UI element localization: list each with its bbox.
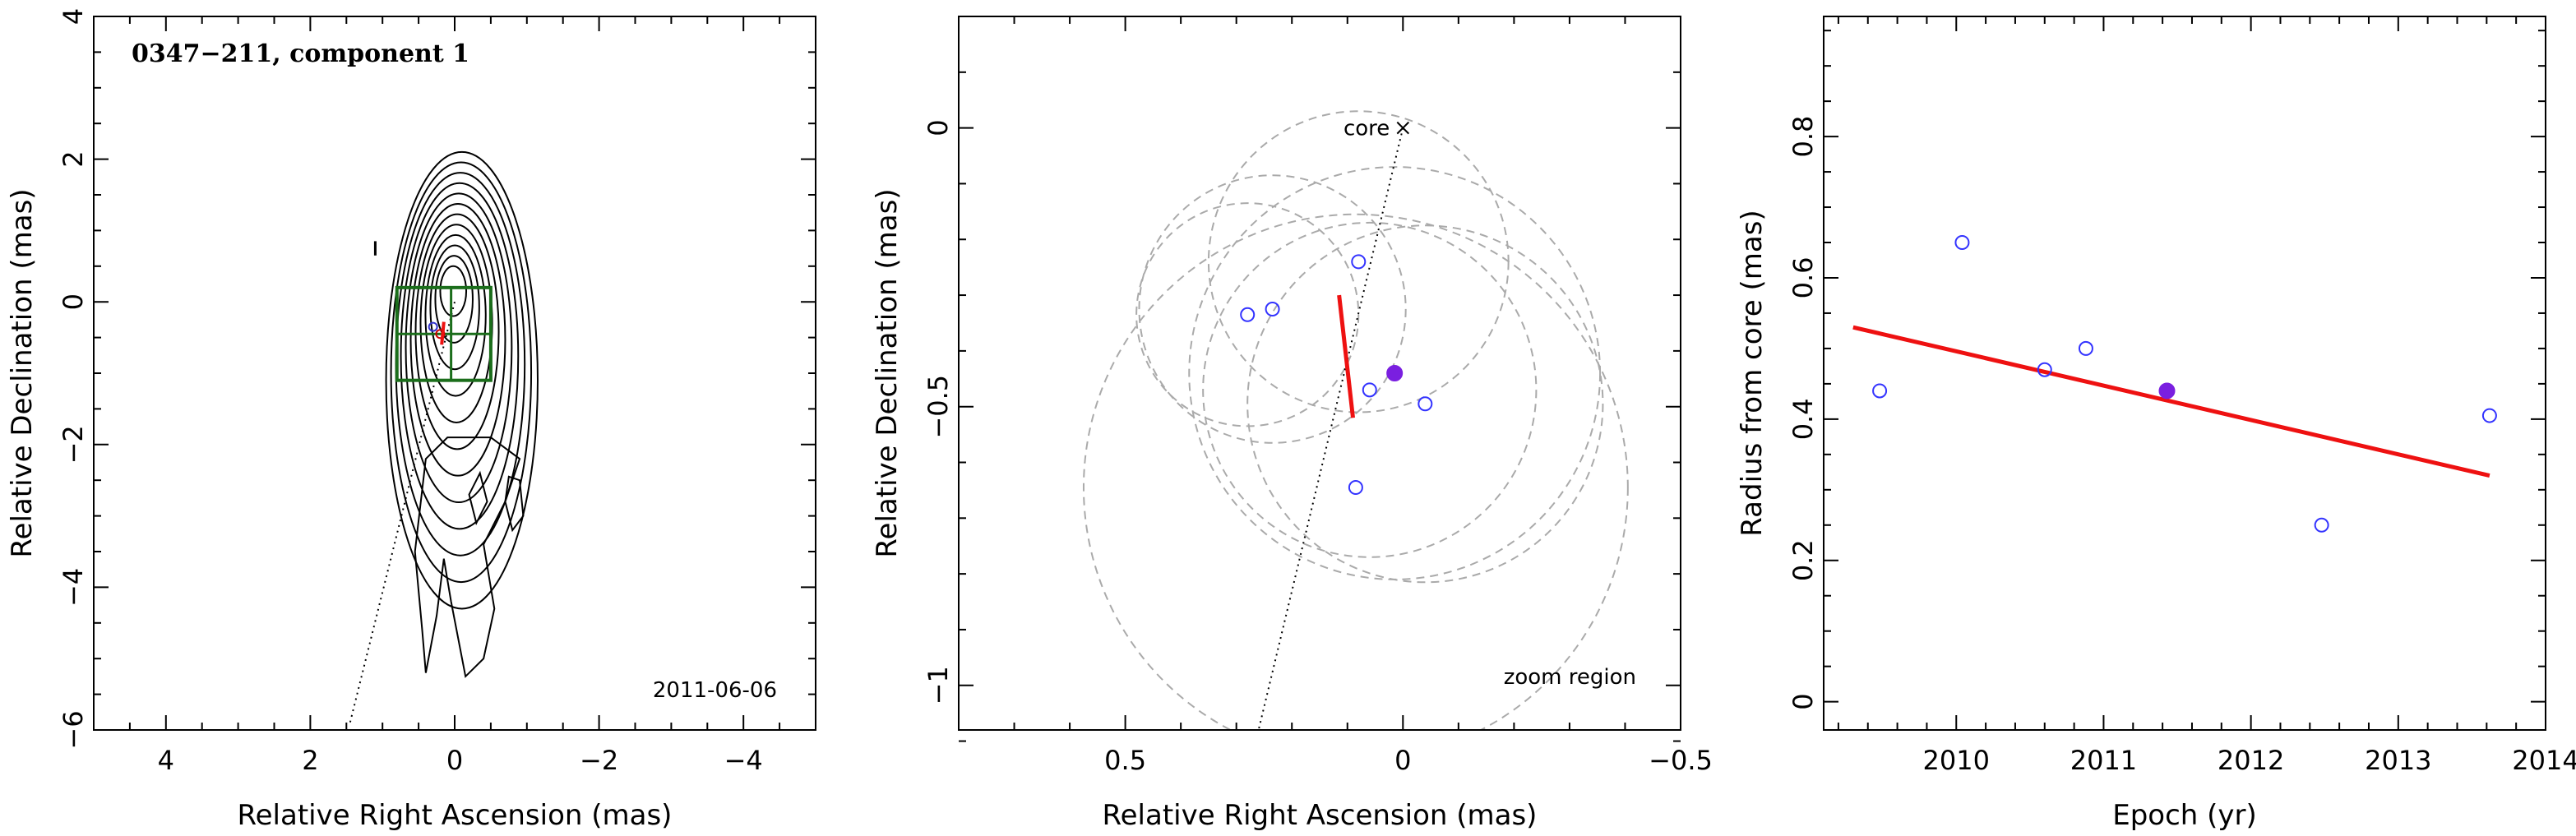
- position-point: [1362, 382, 1377, 398]
- uncertainty-circle: [1135, 202, 1360, 427]
- contour: [390, 161, 533, 584]
- x-axis-title: Relative Right Ascension (mas): [238, 799, 673, 832]
- y-tick-label: −0.5: [923, 375, 954, 439]
- velocity-vector: [1337, 294, 1356, 418]
- uncertainty-circle: [1246, 224, 1604, 584]
- x-tick-label: 4: [158, 745, 174, 776]
- x-tick-label: 2011: [2070, 745, 2137, 776]
- x-axis-title: Relative Right Ascension (mas): [1103, 799, 1538, 832]
- y-tick-label: 0: [1787, 693, 1819, 709]
- y-tick-label: 0.8: [1787, 116, 1819, 158]
- epoch-date: 2011-06-06: [653, 678, 777, 703]
- panel-radius: 2010 2011 2012 2013 2014 0 0.2 0.4 0.6 0.8 Epoch …: [1736, 16, 2576, 832]
- position-point: [1351, 254, 1367, 270]
- uncertainty-circle: [1138, 174, 1407, 444]
- y-tick-label: 0.6: [1787, 257, 1819, 299]
- x-tick-label: 2012: [2218, 745, 2284, 776]
- x-tick-label: 0: [1394, 745, 1411, 776]
- zoom-region-label: zoom region: [1504, 665, 1636, 690]
- contour: [439, 265, 468, 317]
- velocity-vector: [440, 321, 446, 345]
- radius-point: [1954, 235, 1970, 251]
- contour-set: [385, 150, 539, 678]
- fit-line: [1852, 325, 2490, 478]
- panel-map: 4 2 0 −2 −4 −6 −4 −2 0 2 4 0347−211, component 1 2…: [6, 8, 816, 832]
- x-tick-label: 2010: [1923, 745, 1990, 776]
- contour: [385, 150, 539, 610]
- y-tick-label: 0: [58, 293, 89, 310]
- radius-point: [2037, 362, 2052, 377]
- contour: [414, 213, 500, 450]
- radius-point: [1872, 383, 1888, 399]
- x-axis-title: Epoch (yr): [2112, 799, 2257, 832]
- component-marker: [428, 321, 438, 332]
- core-marker: [1396, 121, 1410, 135]
- contour: [424, 233, 487, 397]
- y-axis-title: Relative Declination (mas): [871, 188, 904, 557]
- x-tick-label: −0.5: [1649, 745, 1713, 776]
- y-tick-label: −6: [58, 710, 89, 749]
- y-tick-label: 0.2: [1787, 539, 1819, 581]
- jet-contour: [414, 436, 521, 678]
- axis-ticks: 0.5 0 −0.5 −1 −0.5 0: [923, 16, 1713, 776]
- radius-point: [2314, 517, 2329, 533]
- radius-point: [2078, 340, 2093, 356]
- y-axis-title: Radius from core (mas): [1736, 210, 1769, 536]
- radius-content: [1852, 235, 2497, 533]
- position-point: [1265, 302, 1280, 317]
- y-tick-label: −2: [58, 425, 89, 464]
- x-tick-label: 2014: [2512, 745, 2576, 776]
- contour: [429, 244, 480, 371]
- contour: [434, 255, 474, 344]
- contour: [409, 203, 506, 477]
- x-tick-label: −2: [580, 745, 618, 776]
- plot-frame: [958, 16, 1681, 731]
- panel-zoom: 0.5 0 −0.5 −1 −0.5 0 core zoom region Relativ…: [871, 16, 1713, 832]
- zoom-content: [1083, 110, 1629, 730]
- y-tick-label: 2: [58, 150, 89, 167]
- radius-point: [2481, 408, 2497, 423]
- ridge-line: [349, 301, 456, 723]
- axis-ticks: 4 2 0 −2 −4 −6 −4 −2 0 2 4: [58, 8, 816, 776]
- x-tick-label: 0.5: [1104, 745, 1146, 776]
- panel-title: 0347−211, component 1: [132, 39, 469, 68]
- component-marker: [435, 329, 446, 339]
- plot-frame: [1823, 16, 2546, 731]
- map-overlay: [349, 241, 493, 723]
- uncertainty-circle: [1188, 166, 1602, 580]
- current-epoch-point: [2158, 382, 2176, 400]
- x-tick-label: 0: [446, 745, 463, 776]
- axis-ticks: 2010 2011 2012 2013 2014 0 0.2 0.4 0.6 0.8: [1787, 16, 2576, 776]
- y-axis-title: Relative Declination (mas): [6, 188, 39, 557]
- jet-contour: [504, 475, 525, 533]
- y-tick-label: −1: [923, 666, 954, 704]
- core-label: core: [1343, 117, 1390, 141]
- y-tick-label: −4: [58, 568, 89, 607]
- x-tick-label: 2013: [2365, 745, 2431, 776]
- x-tick-label: −4: [724, 745, 763, 776]
- jet-contour: [468, 470, 488, 526]
- uncertainty-circle: [1202, 221, 1538, 558]
- uncertainty-circle: [1207, 110, 1510, 413]
- contour: [400, 182, 520, 530]
- x-tick-label: 2: [302, 745, 318, 776]
- y-tick-label: 4: [58, 8, 89, 25]
- y-tick-label: 0.4: [1787, 398, 1819, 440]
- position-point: [1348, 480, 1363, 496]
- ridge-line: [1257, 127, 1404, 730]
- y-tick-label: 0: [923, 119, 954, 136]
- position-point: [1240, 307, 1256, 322]
- uncertainty-circle: [1083, 213, 1629, 730]
- contour: [405, 192, 513, 504]
- position-point: [1417, 396, 1433, 412]
- current-epoch-point: [1386, 365, 1404, 381]
